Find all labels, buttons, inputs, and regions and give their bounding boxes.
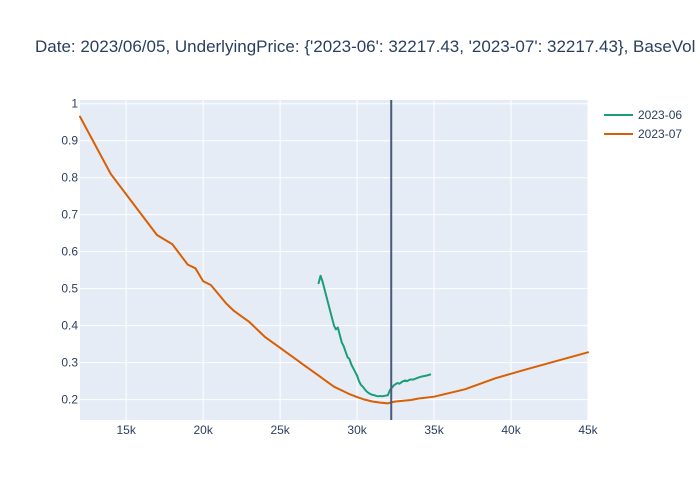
series-line-2023-06 — [317, 274, 432, 398]
legend[interactable]: 2023-06 2023-07 — [604, 108, 682, 141]
legend-item-2023-06[interactable]: 2023-06 — [604, 108, 682, 122]
x-tick-label: 25k — [270, 423, 290, 437]
x-tick-label: 30k — [347, 423, 367, 437]
series-line-2023-07 — [79, 115, 589, 405]
y-tick-label: 0.7 — [61, 208, 78, 222]
y-tick-label: 0.8 — [61, 171, 78, 185]
legend-item-2023-07[interactable]: 2023-07 — [604, 127, 682, 141]
y-tick-label: 0.6 — [61, 245, 78, 259]
x-tick-label: 45k — [578, 423, 598, 437]
axis-layer: 15k 20k 25k 30k 35k 40k 45k 0.2 0.3 0.4 0.5 0.6 0.7 0… — [61, 97, 598, 437]
y-tick-label: 1 — [71, 97, 78, 111]
y-tick-label: 0.3 — [61, 356, 78, 370]
y-tick-label: 0.4 — [61, 319, 78, 333]
plot-area-background — [80, 100, 588, 420]
y-tick-label: 0.9 — [61, 134, 78, 148]
x-tick-label: 35k — [424, 423, 444, 437]
chart-title: Date: 2023/06/05, UnderlyingPrice: {'202… — [35, 37, 695, 56]
legend-label: 2023-06 — [638, 108, 682, 122]
y-tick-label: 0.5 — [61, 282, 78, 296]
x-tick-label: 20k — [193, 423, 213, 437]
series-layer — [79, 115, 589, 405]
y-tick-label: 0.2 — [61, 393, 78, 407]
x-tick-label: 15k — [117, 423, 137, 437]
x-tick-label: 40k — [501, 423, 521, 437]
legend-label: 2023-07 — [638, 127, 682, 141]
